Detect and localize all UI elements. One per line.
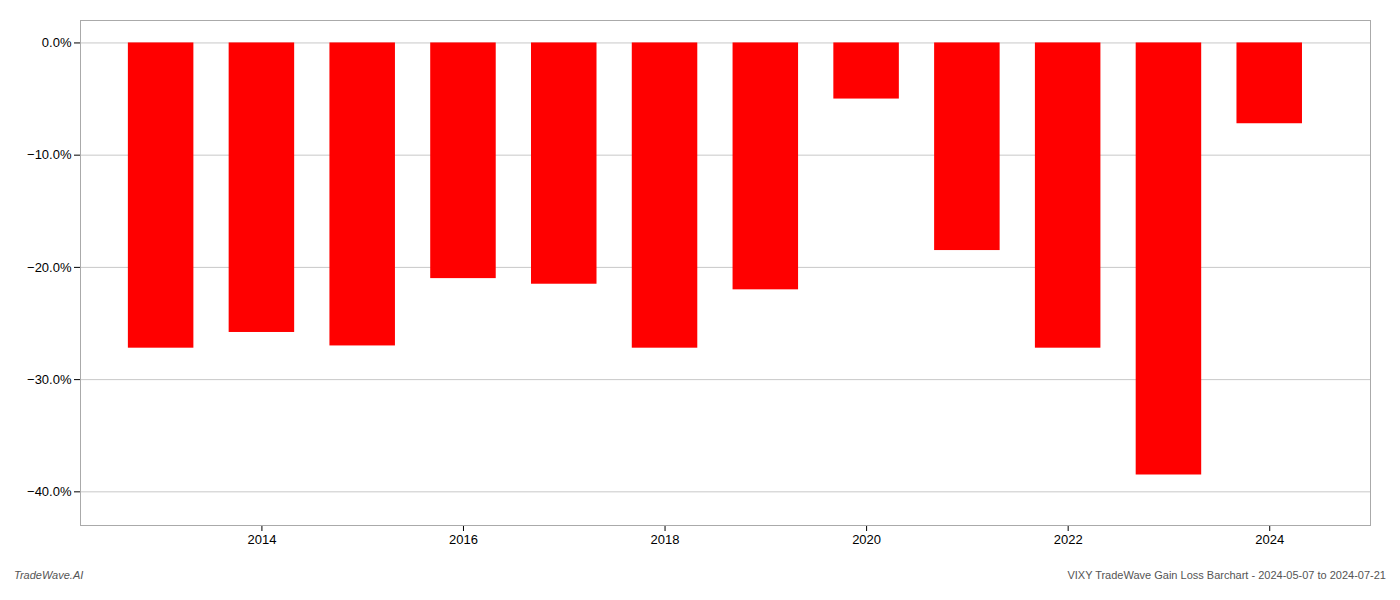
svg-text:2016: 2016 [449,532,478,547]
svg-text:2018: 2018 [651,532,680,547]
svg-text:2022: 2022 [1054,532,1083,547]
svg-text:−20.0%: −20.0% [27,260,72,275]
svg-text:−30.0%: −30.0% [27,372,72,387]
svg-text:−10.0%: −10.0% [27,147,72,162]
svg-text:−40.0%: −40.0% [27,484,72,499]
svg-text:2014: 2014 [247,532,276,547]
html-text:VIXY TradeWave Gain Loss Barch: VIXY TradeWave Gain Loss Barchart - 2024… [1067,569,1386,581]
html-text:TradeWave.AI: TradeWave.AI [14,569,84,581]
svg-text:0.0%: 0.0% [42,35,72,50]
svg-text:2020: 2020 [852,532,881,547]
svg-text:2024: 2024 [1255,532,1284,547]
